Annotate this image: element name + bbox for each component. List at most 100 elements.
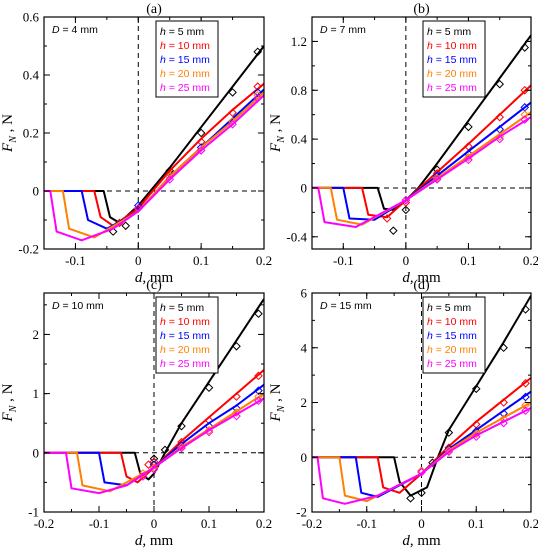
legend-entry: h = 10 mm [160,316,210,328]
data-marker [253,93,263,103]
data-marker [520,110,530,119]
y-axis-label: FN , N [268,383,287,422]
data-marker [495,79,505,89]
legend-entry: h = 25 mm [427,82,477,94]
x-tick-label: -0.1 [89,516,110,531]
x-tick-label: 0 [135,253,142,268]
legend-entry: h = 20 mm [160,68,210,80]
legend-entry: h = 15 mm [160,330,210,342]
y-tick-label: 1 [33,386,40,401]
data-marker [520,85,530,95]
data-marker [253,47,263,57]
legend-entry: h = 15 mm [427,54,477,66]
x-tick-label: -0.2 [302,516,323,531]
data-marker [521,392,530,402]
data-marker [121,221,131,231]
x-tick-label: 0.1 [460,253,476,268]
parameter-label: D = 4 mm [52,24,98,36]
data-marker [232,392,241,401]
y-tick-label: 0.2 [23,126,39,141]
data-marker [254,386,263,395]
legend-box [155,296,219,374]
x-tick-label: 0 [151,516,158,531]
x-tick-label: 0 [418,516,425,531]
legend: h = 5 mm h = 10 mm h = 15 mm h = 20 mm h = 2… [155,296,219,374]
data-marker [406,494,415,503]
chart-panel-a: -0.1 0 0.1 0.2 -0.2 0 0.2 0.4 0.6 (a) d, mm FN , N D… [0,2,272,286]
chart-panel-d: -0.2 -0.1 0 0.1 0.2 -2 0 2 4 6 (d) d, mm FN , N D = 1… [268,278,538,549]
legend-entry: h = 10 mm [160,40,210,52]
data-marker [228,88,237,97]
series-line-1 [44,82,264,227]
series-group [44,45,264,242]
chart-panel-b: -0.1 0 0.1 0.2 -0.4 0 0.4 0.8 1.2 (b) d, mm FN , N D… [268,2,538,286]
data-marker [471,432,481,442]
legend-entry: h = 10 mm [427,316,477,328]
legend-entry: h = 20 mm [160,344,210,356]
series-line-2 [312,101,531,221]
plot-frame [43,16,265,250]
legend-box [422,20,486,98]
series-line-2 [312,390,531,498]
data-marker [254,371,263,381]
y-axis-label: FN , N [0,114,19,153]
data-marker [149,465,159,474]
series-line-4 [44,94,264,242]
data-marker [432,175,442,184]
data-marker [521,379,530,388]
data-marker [253,88,263,97]
data-marker [232,411,241,421]
data-marker [196,128,206,138]
data-marker [521,400,530,410]
panel-label: (c) [146,278,162,293]
legend-entry: h = 20 mm [427,344,477,356]
data-marker [177,421,186,431]
data-marker [444,447,454,457]
y-tick-label: -1 [28,505,39,520]
x-axis-label: d, mm [402,270,441,286]
data-marker [401,205,411,215]
x-tick-label: 0 [403,253,410,268]
series-line-4 [44,397,264,495]
panel-label: (b) [413,2,430,17]
y-tick-label: 1.2 [291,34,307,49]
legend-box [422,296,486,374]
x-axis-label: d, mm [135,533,174,549]
data-marker [253,82,263,91]
legend-entry: h = 25 mm [160,358,210,370]
panel-label: (a) [146,2,162,17]
series-line-4 [312,116,531,228]
data-marker [464,155,473,165]
panel-label: (d) [413,278,430,293]
y-tick-label: 6 [301,286,308,301]
data-marker [254,392,263,401]
legend-entry: h = 15 mm [427,330,477,342]
data-marker [464,122,473,132]
series-group [312,295,531,505]
data-marker [232,408,241,417]
y-tick-label: 0 [301,450,308,465]
x-tick-label: 0.2 [523,516,538,531]
legend: h = 5 mm h = 10 mm h = 15 mm h = 20 mm h = 2… [422,20,486,98]
parameter-label: D = 7 mm [320,24,366,36]
x-tick-label: -0.1 [333,253,354,268]
plot-frame [311,16,532,250]
legend-entry: h = 5 mm [427,302,471,314]
legend-entry: h = 5 mm [160,26,204,38]
data-marker [133,204,143,213]
legend-box [155,20,219,98]
y-tick-label: 2 [301,395,308,410]
x-tick-label: 0.2 [256,253,272,268]
legend-entry: h = 25 mm [427,358,477,370]
parameter-label: D = 15 mm [320,300,372,312]
y-tick-label: 2 [33,327,40,342]
legend-entry: h = 5 mm [160,302,204,314]
data-marker [149,454,159,464]
data-marker [471,429,481,439]
legend-entry: h = 5 mm [427,26,471,38]
series-group [44,298,264,495]
data-marker [499,398,508,407]
data-marker [444,446,454,455]
data-marker [521,406,530,416]
